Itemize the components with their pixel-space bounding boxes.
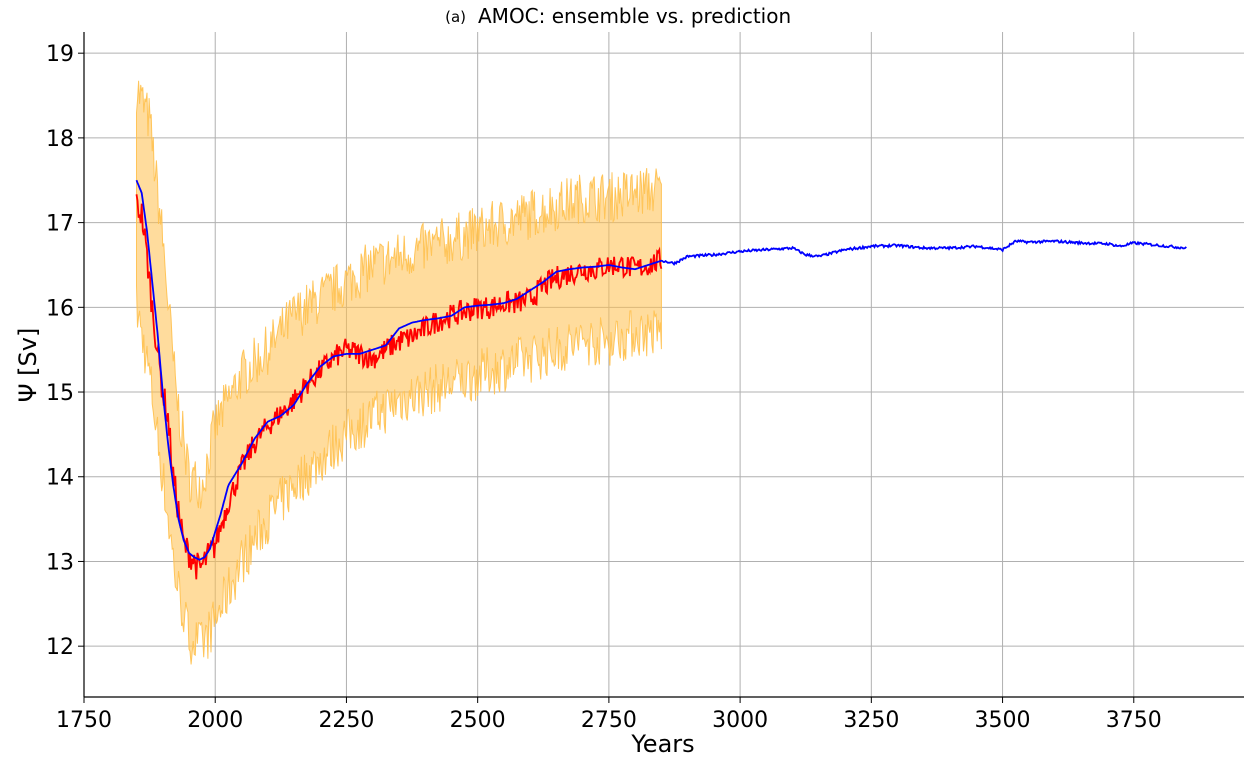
y-tick-label: 12	[46, 635, 74, 660]
y-axis-label: Ψ [Sv]	[14, 328, 42, 403]
prediction-line	[135, 179, 1187, 561]
ensemble-envelope	[136, 80, 662, 665]
y-tick-label: 16	[46, 296, 74, 321]
x-tick-label: 3000	[712, 708, 768, 733]
ensemble-band	[136, 80, 662, 665]
x-tick-label: 3750	[1106, 708, 1162, 733]
axes	[78, 32, 1244, 703]
x-tick-label: 2250	[318, 708, 374, 733]
y-tick-label: 19	[46, 42, 74, 67]
y-tick-label: 13	[46, 550, 74, 575]
x-axis-label: Years	[630, 730, 694, 758]
y-tick-label: 18	[46, 127, 74, 152]
x-tick-label: 2500	[450, 708, 506, 733]
x-tick-label: 3250	[843, 708, 899, 733]
x-tick-label: 1750	[56, 708, 112, 733]
series-lines	[135, 179, 1187, 580]
ensemble-mean-line	[135, 194, 663, 580]
tick-labels: 1750 2000 2250 2500 2750 3000 3250 3500 3750 12 13…	[46, 42, 1162, 733]
chart-title-tag: (a)	[445, 8, 466, 26]
x-tick-label: 2750	[581, 708, 637, 733]
x-tick-label: 3500	[975, 708, 1031, 733]
y-tick-label: 17	[46, 212, 74, 237]
chart-title: AMOC: ensemble vs. prediction	[478, 4, 791, 28]
x-tick-label: 2000	[187, 708, 243, 733]
y-tick-label: 15	[46, 381, 74, 406]
y-tick-label: 14	[46, 466, 74, 491]
